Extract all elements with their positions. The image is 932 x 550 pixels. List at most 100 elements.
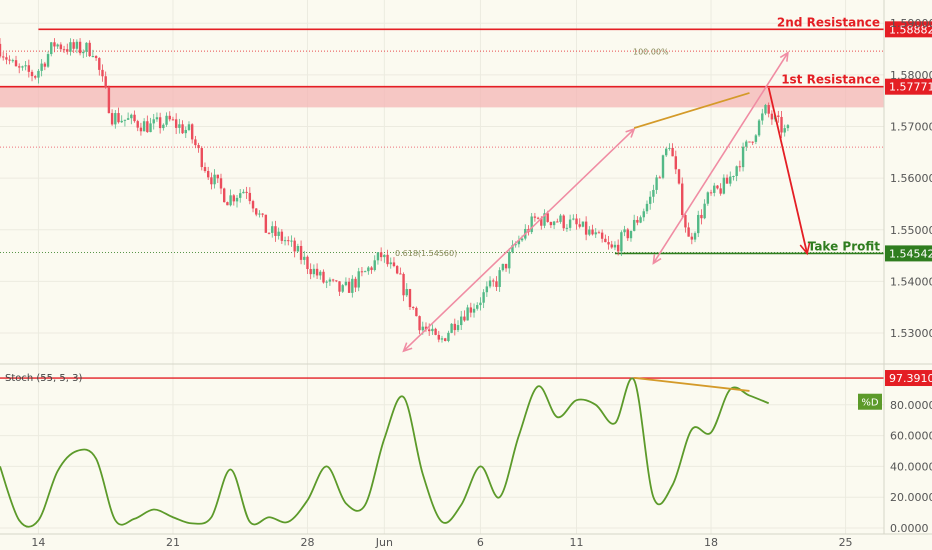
candle-down [293,240,296,252]
candle-down [322,271,325,283]
candle-up [24,65,27,67]
time-tick-label: Jun [375,536,393,549]
candle-down [504,263,508,269]
candle-up [703,203,706,219]
candle-up [142,121,146,132]
candle-up [466,307,469,321]
candle-down [88,42,91,57]
candle-up [178,124,181,128]
candle-up [476,305,479,309]
candle-up [341,285,344,292]
candle-up [668,147,671,149]
stoch-tick-label: 80.0000 [890,399,932,412]
resistance-zone-band [0,86,884,108]
candle-down [133,114,136,122]
time-tick-label: 18 [704,536,718,549]
candle-down [716,185,719,189]
candle-down [427,329,431,332]
arrow-head [625,127,636,138]
candle-up [325,281,328,283]
candle-up [120,120,123,123]
candle-down [709,192,713,194]
candle-down [200,148,203,168]
candle-up [344,281,348,286]
candle-down [72,42,75,49]
level-price-tag [885,78,932,95]
arrow-head [779,51,789,62]
candle-up [498,270,501,287]
candle-down [190,124,194,140]
candle-up [520,238,524,241]
arrow-head [652,254,662,265]
candle-up [85,42,88,52]
candle-up [530,216,533,233]
candle-up [543,213,546,226]
candle-down [59,44,63,50]
candle-up [242,191,245,194]
candle-down [53,42,56,47]
candle-up [40,63,43,71]
candle-up [283,240,287,242]
candle-down [110,113,114,125]
candle-down [751,141,754,143]
candle-down [174,119,178,128]
time-tick-label: 25 [839,536,853,549]
candle-down [117,113,120,123]
candle-up [783,128,786,133]
candle-down [30,71,34,77]
candle-down [197,145,200,149]
candle-up [405,289,408,296]
level-price-tag-text: 1.57771 [889,81,932,94]
candle-up [56,44,59,47]
candle-down [424,326,428,330]
candle-down [171,119,175,121]
candle-down [444,338,447,341]
trend-arrow-line [403,128,635,352]
candle-down [674,156,678,170]
candle-down [370,267,373,271]
candle-up [514,244,517,246]
candle-up [11,60,15,62]
axes [0,0,932,535]
candle-down [681,183,684,216]
level-name-label: 2nd Resistance [777,15,880,29]
candle-up [290,240,293,242]
candle-down [306,256,309,270]
candle-up [229,195,232,206]
candle-up [162,124,165,129]
candle-up [786,125,790,129]
candle-up [383,254,386,258]
candle-down [210,177,213,185]
candle-up [239,193,242,198]
candle-up [757,120,761,136]
candle-down [264,214,268,233]
candle-down [408,289,412,308]
candle-up [764,105,767,114]
candle-down [136,121,139,128]
candle-down [255,208,258,215]
candle-down [540,218,543,226]
candle-up [620,232,623,252]
resistance-zone [0,86,884,108]
candle-down [331,279,335,281]
time-tick-label: 6 [477,536,484,549]
candle-down [158,117,162,129]
annotations [402,51,811,353]
candle-up [447,332,450,341]
candle-down [533,216,537,218]
candle-down [677,169,681,184]
candle-down [748,141,751,143]
candle-down [223,188,226,203]
candle-down [690,236,694,240]
candle-down [354,278,357,288]
candle-down [226,202,229,206]
candle-down [347,281,351,293]
candle-down [315,268,319,276]
candle-down [636,219,639,223]
stoch-tick-label: 20.0000 [890,491,932,504]
time-tick-label: 28 [300,536,314,549]
candle-down [418,316,421,331]
candle-up [440,338,444,340]
horizontal-levels: 100.00% 0.618(1.54560) 2nd Resistance 1.588… [0,15,932,262]
